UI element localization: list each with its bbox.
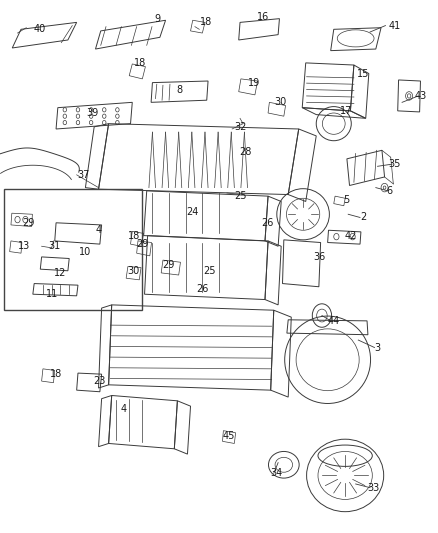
Text: 36: 36 bbox=[314, 252, 326, 262]
Text: 17: 17 bbox=[340, 106, 352, 116]
Text: 12: 12 bbox=[54, 268, 67, 278]
Text: 30: 30 bbox=[127, 266, 140, 276]
Text: 11: 11 bbox=[46, 289, 58, 299]
Text: 5: 5 bbox=[343, 195, 349, 205]
Text: 26: 26 bbox=[196, 284, 208, 294]
Text: 44: 44 bbox=[328, 316, 340, 326]
Text: 23: 23 bbox=[94, 376, 106, 386]
Text: 10: 10 bbox=[79, 247, 92, 256]
Text: 28: 28 bbox=[239, 147, 251, 157]
Text: 40: 40 bbox=[33, 25, 46, 34]
Text: 13: 13 bbox=[18, 241, 30, 251]
Text: 34: 34 bbox=[271, 469, 283, 478]
Text: 2: 2 bbox=[360, 213, 367, 222]
Text: 42: 42 bbox=[344, 231, 357, 240]
Text: 35: 35 bbox=[388, 159, 400, 169]
Text: 24: 24 bbox=[187, 207, 199, 217]
Text: 18: 18 bbox=[50, 369, 62, 379]
Text: 29: 29 bbox=[136, 239, 148, 249]
Text: 29: 29 bbox=[22, 218, 35, 228]
Text: 29: 29 bbox=[162, 261, 175, 270]
Text: 26: 26 bbox=[261, 218, 273, 228]
Bar bbox=[4, 189, 142, 310]
Text: 15: 15 bbox=[357, 69, 370, 78]
Text: 33: 33 bbox=[367, 483, 379, 492]
Text: 3: 3 bbox=[374, 343, 381, 352]
Text: 41: 41 bbox=[388, 21, 400, 30]
Text: 31: 31 bbox=[49, 241, 61, 251]
Text: 25: 25 bbox=[203, 266, 215, 276]
Text: 39: 39 bbox=[86, 108, 98, 118]
Text: 18: 18 bbox=[127, 231, 140, 240]
Text: 16: 16 bbox=[257, 12, 269, 22]
Text: 45: 45 bbox=[223, 431, 235, 441]
Text: 18: 18 bbox=[134, 58, 146, 68]
Text: 37: 37 bbox=[77, 170, 89, 180]
Text: 43: 43 bbox=[414, 91, 427, 101]
Text: 4: 4 bbox=[95, 225, 102, 235]
Text: 9: 9 bbox=[155, 14, 161, 23]
Text: 18: 18 bbox=[200, 18, 212, 27]
Text: 30: 30 bbox=[274, 98, 286, 107]
Text: 32: 32 bbox=[235, 122, 247, 132]
Text: 6: 6 bbox=[387, 186, 393, 196]
Text: 4: 4 bbox=[120, 405, 127, 414]
Text: 8: 8 bbox=[177, 85, 183, 94]
Text: 25: 25 bbox=[235, 191, 247, 201]
Text: 19: 19 bbox=[248, 78, 260, 87]
